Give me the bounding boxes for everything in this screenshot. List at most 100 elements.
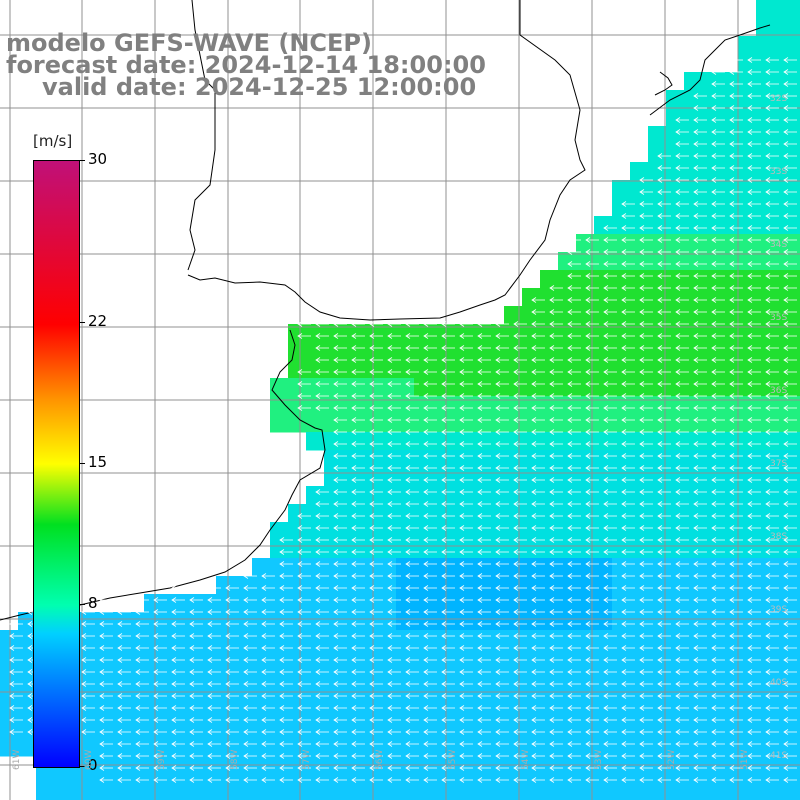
wind-speed-cell (720, 432, 739, 451)
wind-arrow (783, 669, 797, 675)
wind-speed-cell (648, 468, 667, 487)
wind-arrow (297, 561, 311, 567)
wind-arrow (711, 165, 725, 171)
wind-arrow (567, 513, 581, 519)
wind-arrow (729, 717, 743, 723)
wind-speed-cell (666, 180, 685, 199)
wind-speed-cell (666, 360, 685, 379)
wind-arrow (135, 693, 149, 699)
wind-arrow (369, 681, 383, 687)
wind-arrow (171, 585, 185, 591)
wind-arrow (657, 405, 671, 411)
wind-arrow (405, 741, 419, 747)
wind-arrow (747, 621, 761, 627)
wind-arrow (729, 501, 743, 507)
wind-speed-cell (684, 720, 703, 739)
wind-speed-cell (198, 774, 217, 793)
wind-arrow (405, 597, 419, 603)
wind-speed-cell (756, 792, 775, 800)
wind-speed-cell (630, 162, 649, 181)
wind-speed-cell (630, 414, 649, 433)
wind-speed-cell (576, 774, 595, 793)
wind-arrow (675, 501, 689, 507)
wind-speed-cell (558, 684, 577, 703)
wind-arrow (657, 777, 671, 783)
wind-speed-cell (270, 684, 289, 703)
wind-arrow (585, 597, 599, 603)
wind-arrow (567, 573, 581, 579)
wind-speed-cell (306, 738, 325, 757)
wind-speed-cell (774, 36, 793, 55)
wind-speed-cell (666, 720, 685, 739)
wind-speed-cell (648, 306, 667, 325)
wind-arrow (729, 141, 743, 147)
wind-arrow (171, 693, 185, 699)
wind-arrow (603, 381, 617, 387)
wind-arrow (423, 645, 437, 651)
wind-arrow (135, 777, 149, 783)
wind-speed-cell (162, 612, 181, 631)
wind-speed-cell (324, 666, 343, 685)
wind-arrow (783, 693, 797, 699)
wind-arrow (729, 225, 743, 231)
wind-arrow (459, 777, 473, 783)
wind-speed-cell (450, 324, 469, 343)
wind-speed-cell (504, 738, 523, 757)
wind-speed-cell (522, 450, 541, 469)
wind-arrow (747, 573, 761, 579)
wind-arrow (783, 633, 797, 639)
wind-speed-cell (504, 504, 523, 523)
wind-arrow (621, 741, 635, 747)
wind-arrow (297, 741, 311, 747)
wind-speed-cell (378, 468, 397, 487)
wind-arrow (549, 369, 563, 375)
wind-speed-cell (648, 216, 667, 235)
wind-arrow (675, 309, 689, 315)
wind-speed-cell (468, 792, 487, 800)
wind-arrow (747, 765, 761, 771)
wind-speed-cell (558, 702, 577, 721)
wind-speed-cell (180, 792, 199, 800)
wind-arrow (765, 525, 779, 531)
wind-arrow (693, 705, 707, 711)
wind-speed-cell (792, 540, 800, 559)
wind-speed-cell (738, 450, 757, 469)
wind-arrow (783, 333, 797, 339)
wind-arrow (405, 585, 419, 591)
wind-arrow (693, 441, 707, 447)
wind-arrow (621, 417, 635, 423)
wind-speed-cell (594, 612, 613, 631)
wind-speed-cell (216, 576, 235, 595)
wind-arrow (369, 537, 383, 543)
wind-arrow (351, 381, 365, 387)
wind-speed-cell (612, 252, 631, 271)
wind-speed-cell (684, 360, 703, 379)
wind-arrow (279, 537, 293, 543)
wind-arrow (657, 165, 671, 171)
wind-speed-cell (432, 774, 451, 793)
wind-speed-cell (684, 576, 703, 595)
wind-speed-cell (756, 594, 775, 613)
wind-arrow (369, 489, 383, 495)
wind-speed-cell (342, 684, 361, 703)
wind-arrow (657, 345, 671, 351)
wind-speed-cell (540, 468, 559, 487)
wind-speed-cell (342, 576, 361, 595)
wind-speed-cell (468, 486, 487, 505)
wind-arrow (711, 765, 725, 771)
wind-arrow (423, 489, 437, 495)
wind-speed-cell (720, 216, 739, 235)
wind-arrow (513, 357, 527, 363)
wind-speed-cell (378, 630, 397, 649)
wind-arrow (603, 273, 617, 279)
wind-speed-cell (396, 414, 415, 433)
forecast-date: forecast date: 2024-12-14 18:00:00 (6, 51, 486, 79)
wind-arrow (513, 369, 527, 375)
wind-arrow (603, 453, 617, 459)
wind-arrow (729, 753, 743, 759)
wind-arrow (729, 369, 743, 375)
wind-speed-cell (576, 342, 595, 361)
wind-arrow (711, 153, 725, 159)
wind-arrow (585, 369, 599, 375)
wind-arrow (207, 645, 221, 651)
